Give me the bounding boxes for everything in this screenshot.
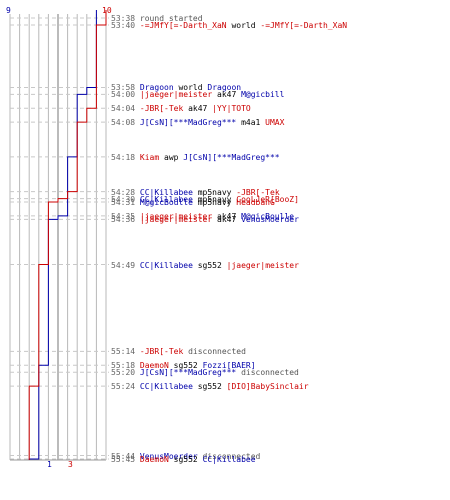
killer-name: M@gicBoulle: [139, 198, 193, 208]
victim-name: CC|Killabee: [202, 455, 256, 464]
event-row: 55:24 CC|Killabee sg552 [DIO]BabySinclai…: [111, 382, 309, 391]
event-time: 54:28: [111, 187, 136, 197]
event-row: 54:36 |jaeger|meister ak47 VenusMoerder: [111, 215, 299, 224]
weapon-name: world: [231, 20, 256, 30]
event-time: 55:44: [111, 451, 136, 461]
weapon-name: mp5navy: [197, 194, 232, 204]
victim-name: Fozzi[BAER]: [202, 361, 256, 371]
event-row: 54:18 Kiam awp J[CsN][***MadGreg***: [111, 153, 280, 162]
killer-name: DaemoN: [139, 361, 169, 371]
event-time: 55:20: [111, 368, 136, 378]
event-row: 54:49 CC|Killabee sg552 |jaeger|meister: [111, 261, 299, 270]
weapon-name: sg552: [173, 455, 198, 464]
killer-name: -=JMfY[=-Darth_XaN: [139, 20, 227, 30]
disconnect-text: disconnected: [241, 368, 299, 378]
killer-name: Kiam: [139, 152, 160, 162]
event-time: 55:45: [111, 455, 136, 464]
event-time: 54:35: [111, 211, 136, 221]
player-name: VenusMoerder: [139, 451, 198, 461]
event-time: 53:38: [111, 14, 136, 23]
event-row: 54:04 -JBR[-Tek ak47 |YY|TOTO: [111, 104, 251, 113]
weapon-name: ak47: [217, 215, 237, 225]
blue-team-start-count: 9: [6, 6, 11, 15]
weapon-name: sg552: [197, 260, 222, 270]
killer-name: |jaeger|meister: [139, 211, 213, 221]
victim-name: -JBR[-Tek: [236, 187, 280, 197]
player-name: -JBR[-Tek: [139, 347, 184, 357]
event-row: 54:31 M@gicBoulle mp5navy HeadbanG: [111, 198, 275, 207]
event-time: 55:14: [111, 347, 136, 357]
event-time: 54:31: [111, 198, 136, 208]
disconnect-text: disconnected: [188, 347, 246, 357]
weapon-name: sg552: [173, 361, 198, 371]
weapon-name: ak47: [217, 211, 237, 221]
event-time: 54:00: [111, 90, 136, 100]
killer-name: CC|Killabee: [139, 382, 193, 392]
event-row: 53:40 -=JMfY[=-Darth_XaN world -=JMfY[=-…: [111, 21, 347, 30]
weapon-name: world: [178, 83, 203, 93]
event-guide-lines: [10, 17, 109, 460]
event-time: 54:36: [111, 215, 136, 225]
weapon-name: mp5navy: [197, 198, 232, 208]
victim-name: |jaeger|meister: [226, 260, 299, 270]
victim-name: VenusMoerder: [241, 215, 299, 225]
event-time: 54:04: [111, 104, 136, 114]
blue-team-end-count: 1: [47, 460, 52, 469]
red-team-alive-line: [28, 10, 107, 460]
killer-name: CC|Killabee: [139, 260, 193, 270]
event-time: 54:49: [111, 260, 136, 270]
event-row: 54:30 CC|Killabee mp5navy CooLJeR[BooZ]: [111, 195, 299, 204]
event-row: 53:38 round started: [111, 14, 203, 23]
event-row: 55:20 J[CsN][***MadGreg*** disconnected: [111, 368, 299, 377]
killer-name: DaemoN: [139, 455, 169, 464]
victim-name: Dragoon: [207, 83, 242, 93]
victim-name: -=JMfY[=-Darth_XaN: [260, 20, 348, 30]
event-row: 54:35 |jaeger|meister ak47 M@gicBoulle: [111, 212, 294, 221]
killer-name: |jaeger|meister: [139, 215, 213, 225]
event-time: 54:30: [111, 194, 136, 204]
event-info-text: round started: [139, 14, 203, 23]
event-row: 55:44 VenusMoerder disconnected: [111, 452, 260, 461]
event-time: 55:18: [111, 361, 136, 371]
event-time: 55:24: [111, 382, 136, 392]
victim-name: M@gicBoulle: [241, 211, 295, 221]
weapon-name: mp5navy: [197, 187, 232, 197]
blue-team-alive-line: [28, 10, 97, 460]
event-time: 53:40: [111, 20, 136, 30]
player-name: J[CsN][***MadGreg***: [139, 368, 237, 378]
killer-name: CC|Killabee: [139, 187, 193, 197]
victim-name: M@gicbill: [241, 90, 285, 100]
red-team-end-count: 3: [68, 460, 73, 469]
victim-name: |YY|TOTO: [212, 104, 251, 114]
killer-name: CC|Killabee: [139, 194, 193, 204]
event-row: 55:45 DaemoN sg552 CC|Killabee: [111, 455, 256, 464]
weapon-name: ak47: [188, 104, 208, 114]
event-time: 54:18: [111, 152, 136, 162]
event-row: 54:00 |jaeger|meister ak47 M@gicbill: [111, 90, 284, 99]
weapon-name: awp: [164, 152, 179, 162]
victim-name: J[CsN][***MadGreg***: [183, 152, 280, 162]
weapon-name: sg552: [197, 382, 222, 392]
victim-name: UMAX: [265, 118, 285, 128]
victim-name: CooLJeR[BooZ]: [236, 194, 299, 204]
event-time: 54:08: [111, 118, 136, 128]
weapon-name: ak47: [217, 90, 237, 100]
killer-name: Dragoon: [139, 83, 174, 93]
event-row: 55:14 -JBR[-Tek disconnected: [111, 347, 246, 356]
event-row: 53:58 Dragoon world Dragoon: [111, 83, 241, 92]
killer-name: -JBR[-Tek: [139, 104, 184, 114]
victim-name: [DIO]BabySinclair: [226, 382, 309, 392]
weapon-name: m4a1: [241, 118, 261, 128]
killer-name: |jaeger|meister: [139, 90, 213, 100]
event-row: 54:28 CC|Killabee mp5navy -JBR[-Tek: [111, 188, 280, 197]
red-team-start-count: 10: [102, 6, 112, 15]
disconnect-text: disconnected: [202, 451, 261, 461]
event-row: 55:18 DaemoN sg552 Fozzi[BAER]: [111, 361, 256, 370]
killer-name: J[CsN][***MadGreg***: [139, 118, 237, 128]
event-time: 53:58: [111, 83, 136, 93]
event-row: 54:08 J[CsN][***MadGreg*** m4a1 UMAX: [111, 118, 284, 127]
victim-name: HeadbanG: [236, 198, 275, 208]
